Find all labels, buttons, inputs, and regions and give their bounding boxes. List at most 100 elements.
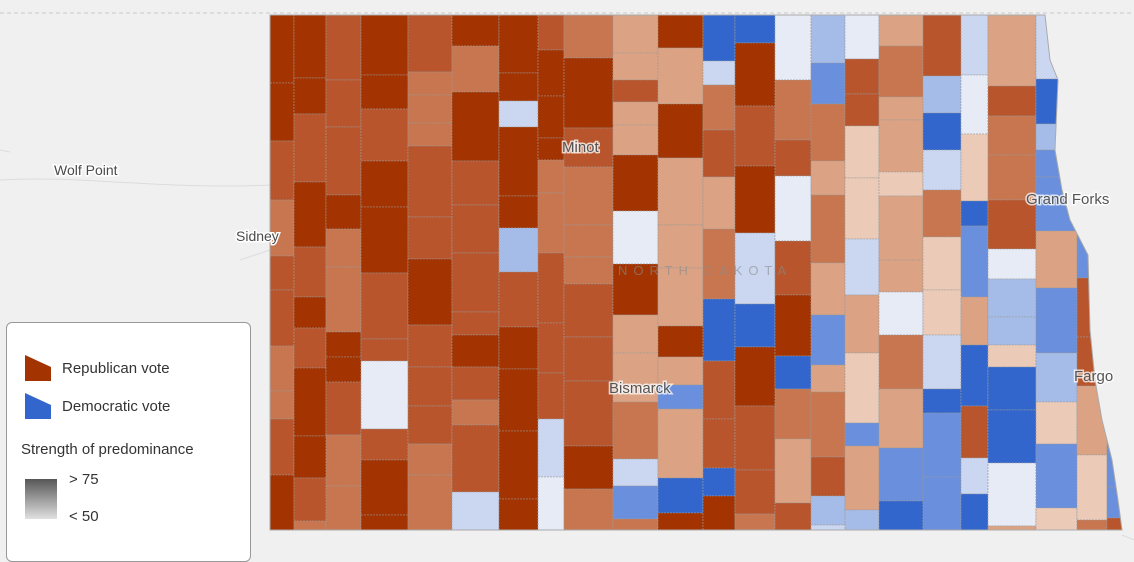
precinct[interactable] [612, 485, 659, 520]
precinct[interactable] [498, 498, 539, 531]
precinct[interactable] [844, 445, 880, 511]
precinct[interactable] [734, 15, 776, 44]
precinct[interactable] [987, 344, 1037, 368]
precinct[interactable] [987, 366, 1037, 411]
precinct[interactable] [293, 113, 327, 183]
precinct[interactable] [537, 95, 565, 139]
precinct[interactable] [844, 93, 880, 127]
precinct[interactable] [407, 216, 453, 260]
precinct[interactable] [270, 345, 295, 392]
precinct[interactable] [360, 459, 409, 516]
precinct[interactable] [702, 467, 736, 497]
precinct[interactable] [270, 289, 295, 347]
precinct[interactable] [293, 15, 327, 79]
precinct[interactable] [1035, 401, 1078, 445]
precinct[interactable] [960, 15, 989, 76]
precinct[interactable] [922, 388, 962, 414]
precinct[interactable] [657, 157, 704, 226]
precinct[interactable] [360, 74, 409, 110]
precinct[interactable] [325, 194, 362, 230]
precinct[interactable] [702, 418, 736, 469]
precinct[interactable] [360, 338, 409, 362]
precinct[interactable] [270, 390, 295, 420]
precinct[interactable] [498, 430, 539, 500]
precinct[interactable] [498, 195, 539, 229]
precinct[interactable] [1106, 517, 1134, 551]
precinct[interactable] [451, 366, 500, 401]
precinct[interactable] [810, 456, 846, 497]
precinct[interactable] [612, 352, 659, 403]
precinct[interactable] [360, 108, 409, 162]
precinct[interactable] [878, 388, 924, 449]
precinct[interactable] [407, 145, 453, 218]
precinct[interactable] [498, 72, 539, 102]
precinct[interactable] [702, 15, 736, 62]
precinct[interactable] [270, 199, 295, 257]
precinct[interactable] [293, 367, 327, 437]
precinct[interactable] [987, 248, 1037, 280]
precinct[interactable] [844, 352, 880, 424]
precinct[interactable] [987, 316, 1037, 346]
precinct[interactable] [878, 15, 924, 47]
precinct[interactable] [1076, 519, 1108, 544]
precinct[interactable] [844, 238, 880, 296]
precinct[interactable] [922, 149, 962, 191]
precinct[interactable] [407, 405, 453, 445]
precinct[interactable] [987, 115, 1037, 156]
precinct[interactable] [657, 384, 704, 410]
precinct[interactable] [537, 322, 565, 374]
precinct[interactable] [702, 129, 736, 178]
precinct[interactable] [612, 52, 659, 81]
precinct[interactable] [960, 405, 989, 459]
precinct[interactable] [734, 346, 776, 407]
precinct[interactable] [407, 324, 453, 368]
precinct[interactable] [810, 524, 846, 551]
precinct[interactable] [774, 388, 812, 440]
precinct[interactable] [844, 58, 880, 95]
precinct[interactable] [563, 15, 614, 59]
precinct[interactable] [563, 445, 614, 490]
precinct[interactable] [878, 96, 924, 121]
precinct[interactable] [734, 513, 776, 551]
precinct[interactable] [810, 364, 846, 393]
precinct[interactable] [270, 15, 295, 84]
precinct[interactable] [451, 311, 500, 336]
precinct[interactable] [878, 447, 924, 502]
precinct[interactable] [563, 380, 614, 447]
precinct[interactable] [702, 360, 736, 420]
precinct[interactable] [407, 258, 453, 326]
precinct[interactable] [810, 103, 846, 162]
precinct[interactable] [451, 160, 500, 206]
precinct[interactable] [612, 15, 659, 54]
precinct[interactable] [810, 62, 846, 105]
precinct[interactable] [563, 57, 614, 129]
precinct[interactable] [537, 252, 565, 324]
precinct[interactable] [960, 457, 989, 495]
precinct[interactable] [922, 189, 962, 238]
precinct[interactable] [360, 272, 409, 340]
precinct[interactable] [451, 424, 500, 493]
precinct[interactable] [563, 166, 614, 226]
precinct[interactable] [407, 366, 453, 407]
precinct[interactable] [325, 485, 362, 551]
precinct[interactable] [702, 84, 736, 131]
precinct[interactable] [537, 476, 565, 535]
precinct[interactable] [293, 296, 327, 329]
precinct[interactable] [537, 137, 565, 161]
precinct[interactable] [293, 77, 327, 115]
precinct[interactable] [734, 469, 776, 515]
precinct[interactable] [293, 327, 327, 369]
precinct[interactable] [657, 325, 704, 358]
precinct[interactable] [702, 495, 736, 535]
precinct[interactable] [810, 160, 846, 196]
precinct[interactable] [774, 355, 812, 390]
precinct[interactable] [1076, 454, 1108, 521]
precinct[interactable] [325, 15, 362, 81]
precinct[interactable] [612, 124, 659, 156]
precinct[interactable] [293, 520, 327, 551]
precinct[interactable] [774, 240, 812, 296]
precinct[interactable] [563, 224, 614, 258]
precinct[interactable] [960, 225, 989, 298]
precinct[interactable] [987, 15, 1037, 87]
precinct[interactable] [563, 336, 614, 382]
